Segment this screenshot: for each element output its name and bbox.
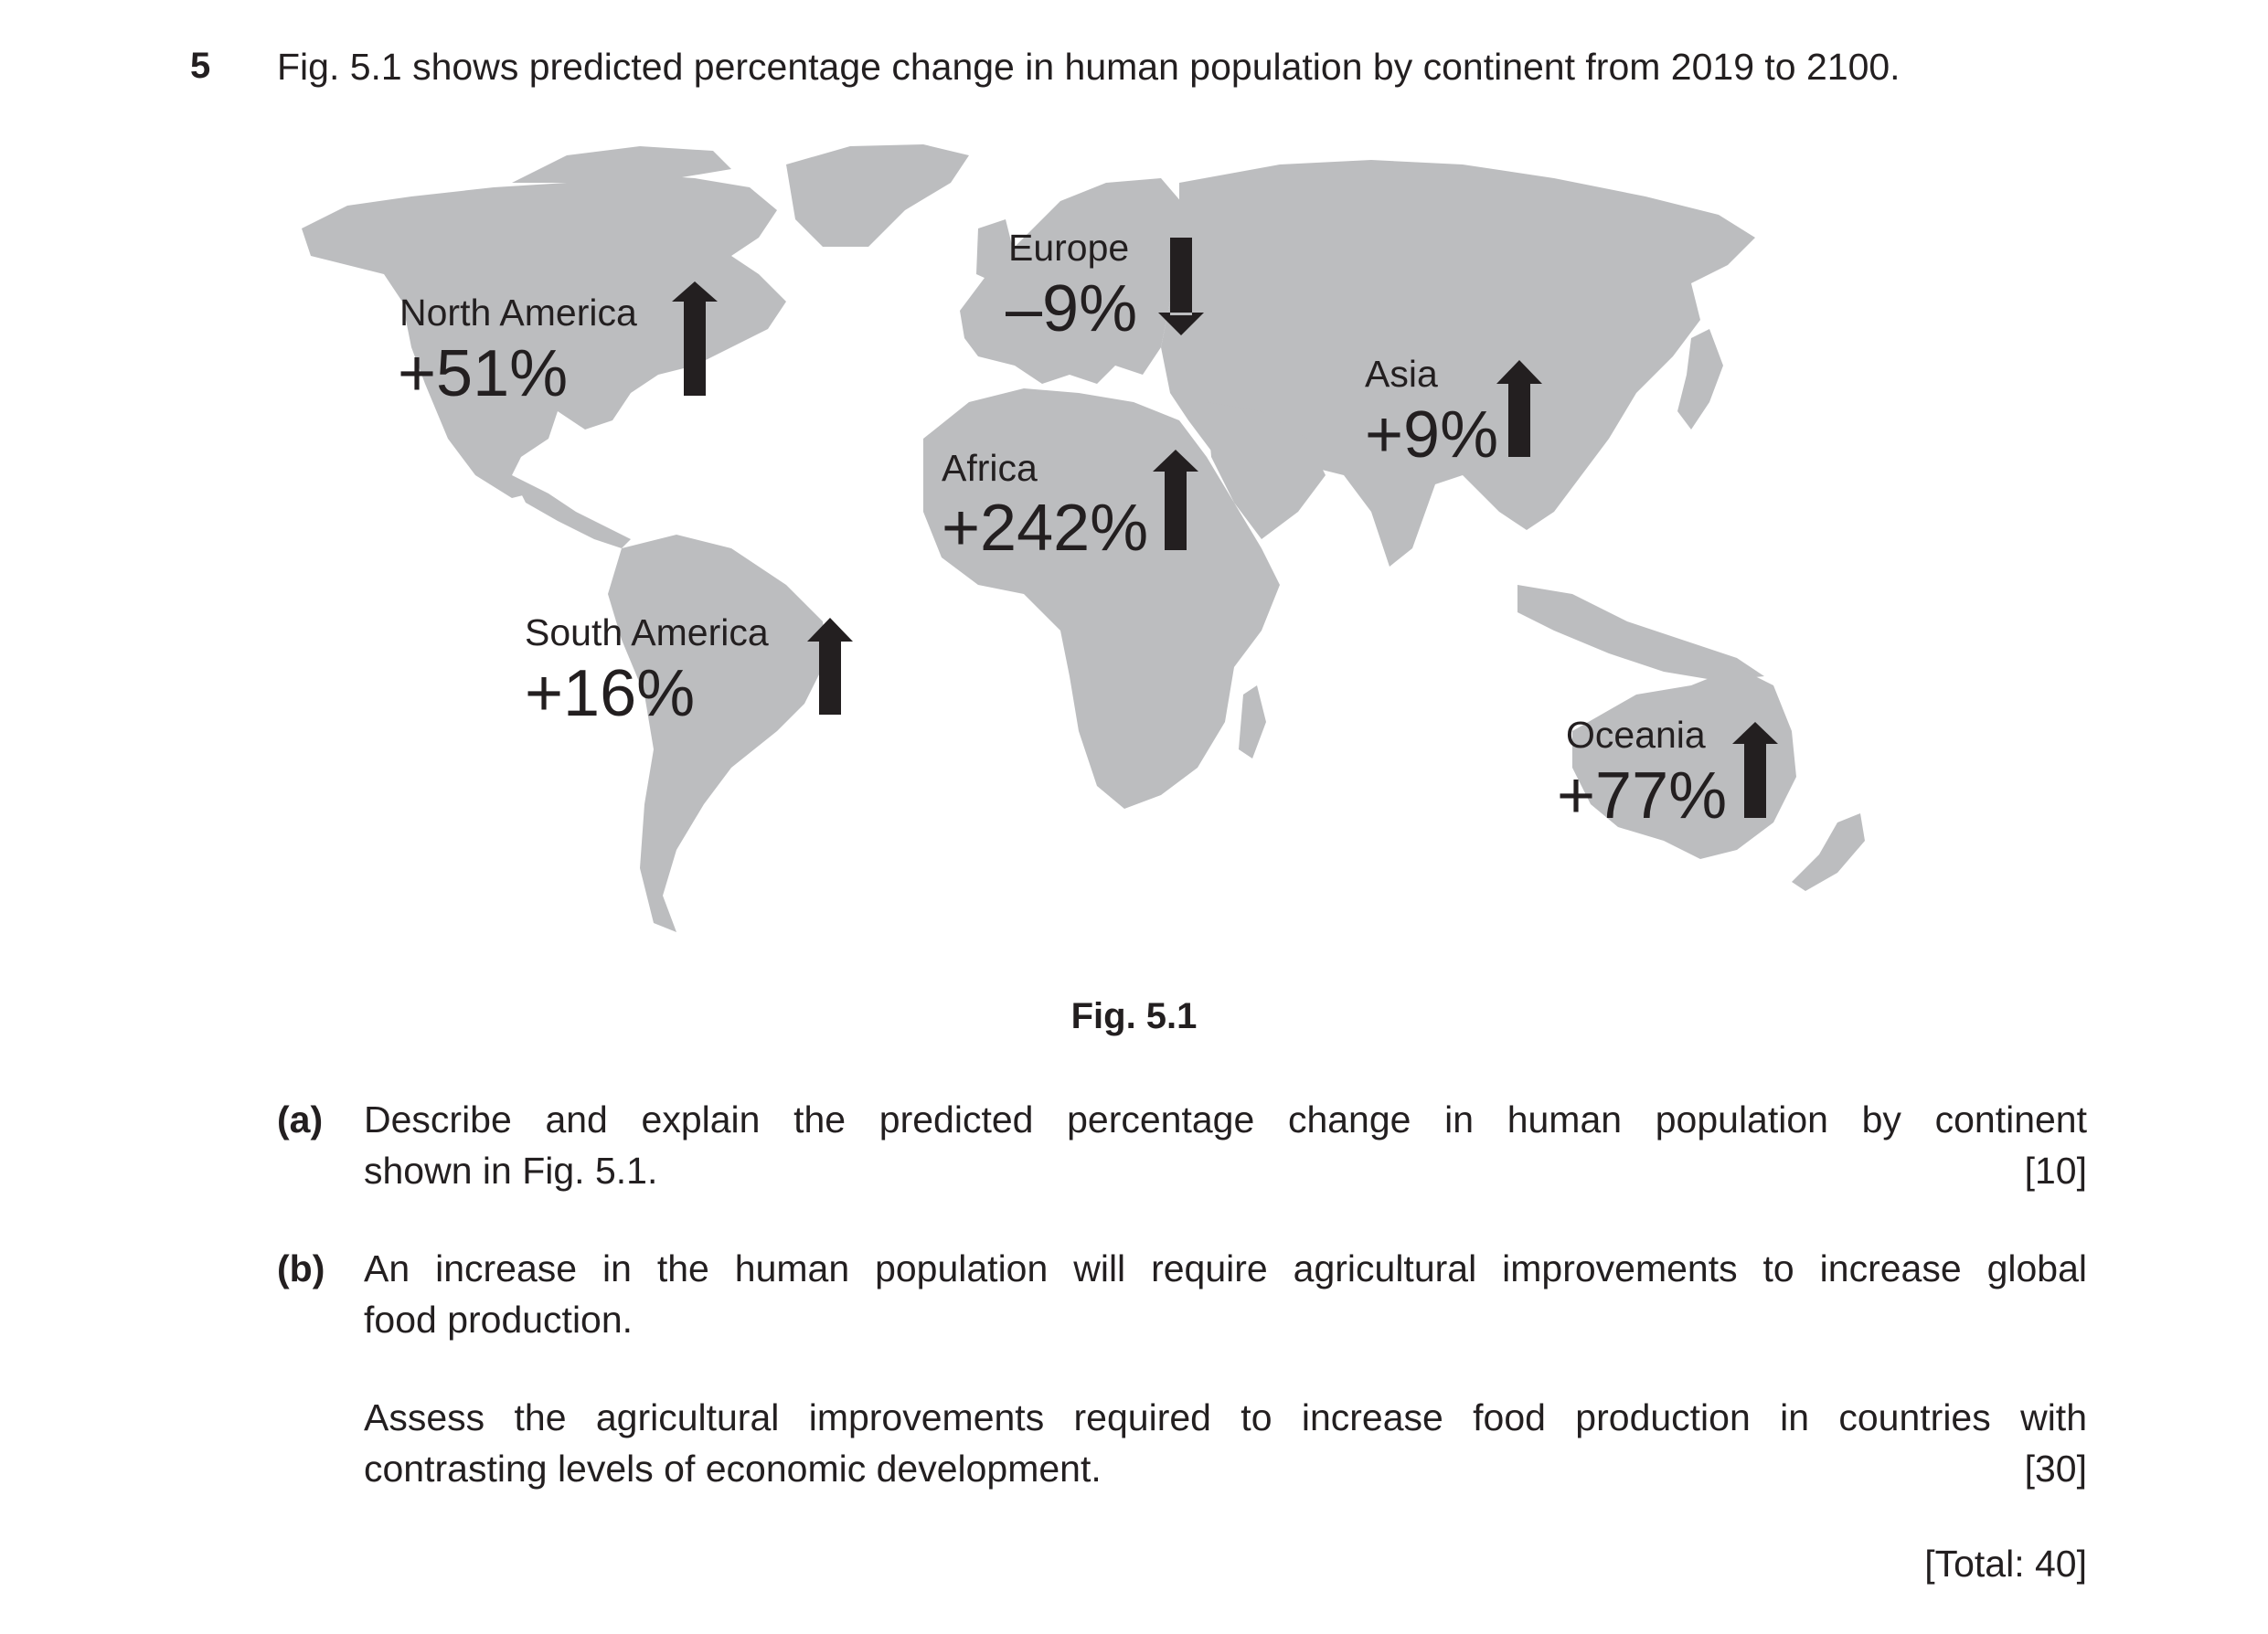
up-arrow-icon	[1496, 360, 1542, 457]
part-text-line: shown in Fig. 5.1.	[364, 1150, 658, 1192]
continent-change: –9%	[1006, 272, 1137, 345]
part-text-line: An increase in the human population will…	[364, 1247, 2087, 1289]
continent-africa: Africa +242%	[942, 447, 1198, 565]
up-arrow-icon	[807, 618, 853, 715]
continent-change: +9%	[1365, 398, 1498, 472]
total-marks: [Total: 40]	[1924, 1543, 2087, 1585]
japan-landmass	[1677, 329, 1723, 430]
continent-asia: Asia +9%	[1365, 353, 1542, 472]
part-body: An increase in the human population will…	[364, 1243, 2087, 1494]
up-arrow-icon	[1732, 722, 1778, 818]
british-isles-landmass	[976, 219, 1015, 283]
continent-name: Europe	[1008, 227, 1129, 269]
question-part-b: (b) An increase in the human population …	[277, 1243, 2087, 1499]
land-masses	[302, 144, 1865, 932]
figure-caption: Fig. 5.1	[1070, 996, 1198, 1036]
marks-label: [10]	[2024, 1150, 2087, 1192]
continent-north-america: North America +51%	[398, 281, 718, 410]
continent-change: +51%	[398, 337, 568, 410]
down-arrow-icon	[1158, 238, 1204, 335]
europe-landmass	[960, 178, 1188, 384]
continent-change: +16%	[525, 657, 695, 730]
north-america-landmass	[302, 174, 786, 498]
part-text-line: Describe and explain the predicted perce…	[364, 1098, 2087, 1141]
continent-oceania: Oceania +77%	[1557, 714, 1778, 833]
continent-name: Asia	[1365, 353, 1438, 395]
africa-landmass	[923, 388, 1280, 809]
up-arrow-icon	[1153, 450, 1198, 550]
question-intro: Fig. 5.1 shows predicted percentage chan…	[277, 46, 1901, 88]
question-part-a: (a) Describe and explain the predicted p…	[277, 1094, 2087, 1196]
continent-name: South America	[525, 611, 769, 653]
part-text-line: contrasting levels of economic developme…	[364, 1448, 1102, 1490]
south-america-landmass	[608, 535, 827, 932]
part-label: (a)	[277, 1098, 324, 1141]
continent-name: North America	[399, 292, 637, 334]
southeast-asia-islands-landmass	[1517, 585, 1764, 681]
up-arrow-icon	[672, 281, 718, 396]
central-america-landmass	[512, 475, 631, 548]
question-number: 5	[190, 46, 211, 86]
marks-label: [30]	[2024, 1448, 2087, 1490]
madagascar-landmass	[1239, 685, 1266, 759]
new-zealand-landmass	[1792, 813, 1865, 891]
part-label: (b)	[277, 1247, 325, 1289]
greenland-landmass	[786, 144, 969, 247]
part-text-line: Assess the agricultural improvements req…	[364, 1396, 2087, 1438]
arabia-landmass	[1207, 402, 1326, 539]
continent-change: +242%	[942, 492, 1148, 565]
australia-landmass	[1572, 667, 1796, 859]
part-text-line: food production.	[364, 1299, 634, 1341]
continent-europe: Europe –9%	[1006, 227, 1204, 345]
world-map-figure: North America +51% Europe –9% Asia +9% A…	[302, 144, 1865, 932]
arctic-islands-landmass	[512, 146, 731, 183]
continent-change: +77%	[1557, 759, 1727, 833]
continent-south-america: South America +16%	[525, 611, 853, 730]
continent-name: Oceania	[1566, 714, 1706, 756]
part-body: Describe and explain the predicted perce…	[364, 1094, 2087, 1196]
continent-name: Africa	[942, 447, 1038, 489]
